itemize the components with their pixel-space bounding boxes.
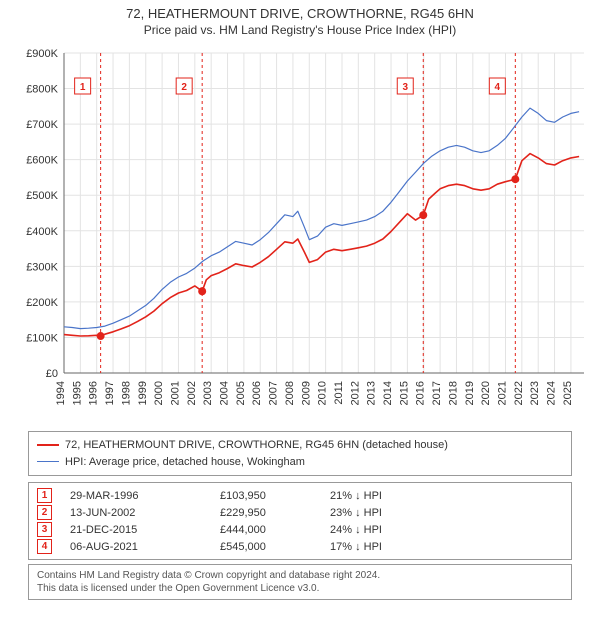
row-price: £103,950 — [220, 490, 330, 502]
chart-title: 72, HEATHERMOUNT DRIVE, CROWTHORNE, RG45… — [10, 6, 590, 21]
marker-number: 1 — [80, 82, 86, 93]
y-tick-label: £600K — [26, 155, 58, 167]
x-tick-label: 1998 — [120, 381, 132, 405]
row-date: 13-JUN-2002 — [70, 507, 220, 519]
x-tick-label: 1995 — [71, 381, 83, 405]
marker-number: 2 — [181, 82, 187, 93]
x-tick-label: 2008 — [284, 381, 296, 405]
y-tick-label: £100K — [26, 332, 58, 344]
x-tick-label: 2009 — [300, 381, 312, 405]
row-delta: 23% ↓ HPI — [330, 507, 450, 519]
x-tick-label: 2015 — [398, 381, 410, 405]
sales-table: 1 29-MAR-1996£103,95021% ↓ HPI 2 13-JUN-200… — [28, 482, 572, 560]
y-tick-label: £400K — [26, 226, 58, 238]
x-tick-label: 2002 — [186, 381, 198, 405]
row-marker: 1 — [37, 488, 52, 503]
legend-label: 72, HEATHERMOUNT DRIVE, CROWTHORNE, RG45… — [65, 437, 448, 454]
row-marker: 4 — [37, 539, 52, 554]
row-price: £545,000 — [220, 541, 330, 553]
x-tick-label: 1996 — [88, 381, 100, 405]
x-tick-label: 2000 — [153, 381, 165, 405]
x-tick-label: 2006 — [251, 381, 263, 405]
row-date: 29-MAR-1996 — [70, 490, 220, 502]
chart-subtitle: Price paid vs. HM Land Registry's House … — [10, 23, 590, 37]
table-row: 1 29-MAR-1996£103,95021% ↓ HPI — [37, 487, 563, 504]
y-tick-label: £300K — [26, 261, 58, 273]
legend: 72, HEATHERMOUNT DRIVE, CROWTHORNE, RG45… — [28, 431, 572, 476]
y-tick-label: £700K — [26, 119, 58, 131]
marker-number: 4 — [495, 82, 501, 93]
x-tick-label: 2007 — [268, 381, 280, 405]
legend-item: HPI: Average price, detached house, Woki… — [37, 454, 563, 471]
legend-item: 72, HEATHERMOUNT DRIVE, CROWTHORNE, RG45… — [37, 437, 563, 454]
x-tick-label: 2024 — [546, 381, 558, 405]
row-price: £229,950 — [220, 507, 330, 519]
attribution-footer: Contains HM Land Registry data © Crown c… — [28, 564, 572, 600]
x-tick-label: 2019 — [464, 381, 476, 405]
x-tick-label: 2016 — [415, 381, 427, 405]
row-delta: 21% ↓ HPI — [330, 490, 450, 502]
chart-area: £0 £100K £200K £300K £400K £500K £600K £700K £80… — [10, 43, 590, 423]
x-tick-label: 2013 — [366, 381, 378, 405]
x-tick-label: 2022 — [513, 381, 525, 405]
x-tick-label: 2017 — [431, 381, 443, 405]
x-tick-label: 2012 — [349, 381, 361, 405]
row-delta: 17% ↓ HPI — [330, 541, 450, 553]
y-tick-label: £200K — [26, 297, 58, 309]
table-row: 2 13-JUN-2002£229,95023% ↓ HPI — [37, 504, 563, 521]
x-tick-label: 2014 — [382, 381, 394, 405]
y-tick-label: £800K — [26, 84, 58, 96]
y-tick-label: £0 — [46, 368, 58, 380]
x-tick-label: 2005 — [235, 381, 247, 405]
x-tick-label: 1994 — [55, 381, 67, 405]
footer-line1: Contains HM Land Registry data © Crown c… — [37, 569, 563, 582]
x-tick-label: 2011 — [333, 381, 345, 405]
x-tick-label: 2021 — [497, 381, 509, 405]
y-tick-label: £500K — [26, 190, 58, 202]
x-tick-label: 2004 — [219, 381, 231, 405]
row-date: 21-DEC-2015 — [70, 524, 220, 536]
legend-swatch — [37, 444, 59, 446]
x-tick-label: 2020 — [480, 381, 492, 405]
x-tick-label: 2003 — [202, 381, 214, 405]
row-marker: 2 — [37, 505, 52, 520]
x-tick-label: 2010 — [317, 381, 329, 405]
row-marker: 3 — [37, 522, 52, 537]
x-tick-label: 2023 — [529, 381, 541, 405]
legend-label: HPI: Average price, detached house, Woki… — [65, 454, 305, 471]
x-tick-label: 2025 — [562, 381, 574, 405]
legend-swatch — [37, 461, 59, 462]
y-tick-label: £900K — [26, 48, 58, 60]
table-row: 4 06-AUG-2021£545,00017% ↓ HPI — [37, 538, 563, 555]
row-date: 06-AUG-2021 — [70, 541, 220, 553]
line-chart: £0 £100K £200K £300K £400K £500K £600K £700K £80… — [10, 43, 590, 423]
row-delta: 24% ↓ HPI — [330, 524, 450, 536]
x-tick-label: 1997 — [104, 381, 116, 405]
table-row: 3 21-DEC-2015£444,00024% ↓ HPI — [37, 521, 563, 538]
marker-number: 3 — [402, 82, 408, 93]
row-price: £444,000 — [220, 524, 330, 536]
footer-line2: This data is licensed under the Open Gov… — [37, 582, 563, 595]
x-tick-label: 2001 — [169, 381, 181, 405]
x-tick-label: 1999 — [137, 381, 149, 405]
x-tick-label: 2018 — [447, 381, 459, 405]
